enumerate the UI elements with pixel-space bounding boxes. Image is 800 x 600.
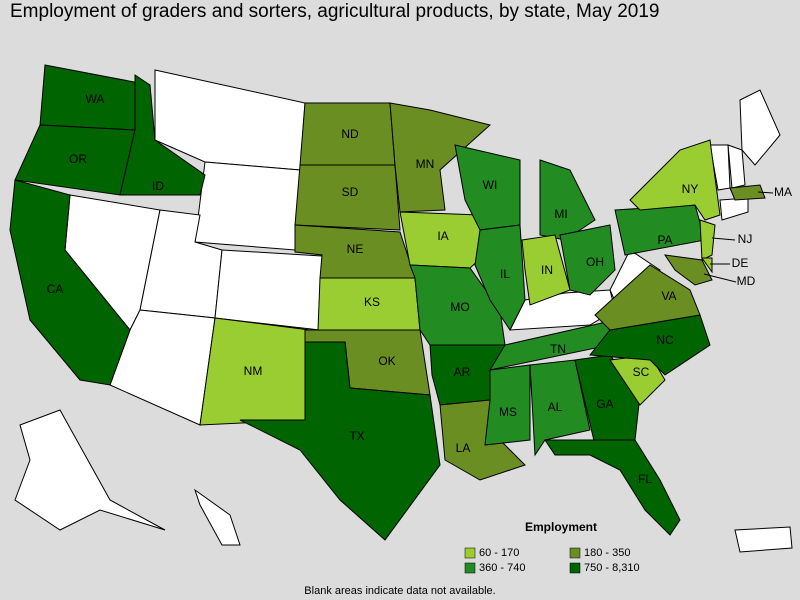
state bbox=[629, 139, 721, 221]
legend: 60 - 170 180 - 350 360 - 740 750 - 8,310 bbox=[464, 547, 640, 574]
state-label: AL bbox=[548, 400, 563, 414]
state bbox=[729, 184, 766, 201]
state bbox=[239, 341, 441, 541]
state-label: OK bbox=[378, 354, 395, 368]
state-blank bbox=[739, 89, 781, 166]
state bbox=[594, 264, 701, 331]
state-label: WI bbox=[483, 178, 498, 192]
state-label: MI bbox=[554, 207, 567, 221]
state-blank bbox=[214, 249, 323, 331]
state-blank bbox=[734, 526, 793, 553]
legend-swatch bbox=[569, 547, 581, 559]
state bbox=[484, 364, 531, 446]
state-label: MS bbox=[499, 405, 517, 419]
state-label: NC bbox=[656, 333, 674, 347]
state-label: WA bbox=[86, 92, 105, 106]
state-label: TX bbox=[349, 429, 364, 443]
legend-label: 360 - 740 bbox=[479, 562, 525, 574]
legend-swatch bbox=[464, 562, 476, 574]
state bbox=[389, 102, 492, 213]
state-label: NY bbox=[682, 182, 699, 196]
state-blank bbox=[109, 309, 216, 426]
state bbox=[559, 224, 616, 296]
state-label: PA bbox=[657, 233, 672, 247]
state-label: CA bbox=[47, 282, 64, 296]
state bbox=[699, 219, 716, 261]
leader-line bbox=[711, 237, 736, 241]
legend-title: Employment bbox=[525, 520, 597, 534]
legend-label: 60 - 170 bbox=[479, 547, 519, 559]
state-blank bbox=[14, 409, 166, 531]
state bbox=[529, 359, 591, 457]
state-label: FL bbox=[638, 472, 652, 486]
state bbox=[539, 159, 596, 241]
state bbox=[474, 224, 526, 331]
state-label: NM bbox=[244, 364, 263, 378]
legend-label: 750 - 8,310 bbox=[584, 562, 640, 574]
state-blank bbox=[719, 197, 749, 221]
state bbox=[544, 439, 681, 536]
state-label: MO bbox=[450, 300, 469, 314]
state-label: LA bbox=[456, 441, 471, 455]
state-label: MD bbox=[737, 274, 756, 288]
state-label: KS bbox=[364, 295, 380, 309]
footnote: Blank areas indicate data not available. bbox=[304, 585, 495, 597]
map-title: Employment of graders and sorters, agric… bbox=[10, 1, 659, 22]
state-label: TN bbox=[550, 342, 566, 356]
state bbox=[119, 74, 206, 196]
state-label: MA bbox=[774, 185, 792, 199]
state bbox=[521, 234, 571, 306]
blank-states bbox=[14, 69, 793, 553]
state-label: IA bbox=[437, 229, 448, 243]
legend-swatch bbox=[569, 562, 581, 574]
legend-label: 180 - 350 bbox=[584, 547, 630, 559]
state-label: NE bbox=[347, 242, 364, 256]
state-label: OR bbox=[69, 152, 87, 166]
state-label: ND bbox=[341, 127, 359, 141]
state-label: OH bbox=[586, 255, 604, 269]
state-label: IL bbox=[500, 267, 510, 281]
state bbox=[663, 254, 713, 286]
state bbox=[294, 164, 401, 231]
state-label: VA bbox=[661, 289, 676, 303]
state bbox=[701, 257, 713, 274]
state-label: MN bbox=[416, 157, 435, 171]
state-label: SD bbox=[342, 185, 359, 199]
legend-swatch bbox=[464, 547, 476, 559]
leader-line bbox=[757, 191, 774, 194]
state-label: DE bbox=[732, 256, 749, 270]
state-label: AR bbox=[454, 365, 471, 379]
state bbox=[614, 204, 706, 256]
leader-line bbox=[703, 273, 737, 283]
state bbox=[9, 179, 131, 386]
state-label: SC bbox=[633, 365, 650, 379]
state-blank bbox=[154, 69, 306, 171]
state-label: GA bbox=[596, 397, 613, 411]
state-blank bbox=[194, 488, 241, 546]
state-label: ID bbox=[152, 179, 164, 193]
state-label: IN bbox=[541, 263, 553, 277]
states: WA OR ID CA NM ND SD NE KS OK TX MN IA MO AR LA WI IL MI IN… bbox=[9, 64, 792, 541]
state-label: NJ bbox=[738, 232, 753, 246]
state-blank bbox=[194, 161, 301, 251]
state-blank bbox=[727, 144, 746, 189]
